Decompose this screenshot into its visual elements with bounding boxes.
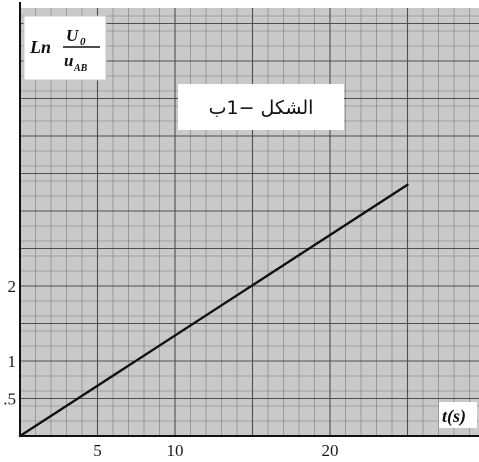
y-label-numerator-sub: 0	[80, 36, 86, 48]
y-label-denominator: u	[64, 51, 73, 70]
figure-caption-text: الشكل −1ب	[209, 97, 314, 119]
y-label-denominator-sub: AB	[73, 63, 88, 74]
series-line	[18, 183, 409, 438]
x-tick-label: 20	[322, 441, 339, 460]
y-tick-label: 2	[8, 277, 17, 296]
series-group	[18, 183, 409, 438]
y-tick-label: .5	[3, 390, 16, 409]
figure-caption: الشكل −1ب	[178, 84, 344, 130]
x-tick-labels: 5 10 20	[93, 441, 338, 460]
y-axis-label: Ln U 0 u AB	[23, 15, 107, 81]
minor-grid	[20, 8, 479, 436]
x-axis-label: t(s)	[439, 402, 477, 428]
y-tick-labels: .5 1 2	[3, 277, 16, 409]
x-tick-label: 5	[93, 441, 102, 460]
x-tick-label: 10	[167, 441, 184, 460]
x-label-text: t(s)	[442, 406, 466, 427]
y-tick-label: 1	[8, 352, 17, 371]
y-axis-label-box	[23, 15, 107, 81]
x-axis-label-box	[439, 402, 477, 428]
y-label-numerator: U	[66, 26, 79, 45]
figure-caption-box	[178, 84, 344, 130]
y-label-prefix: Ln	[29, 37, 51, 57]
